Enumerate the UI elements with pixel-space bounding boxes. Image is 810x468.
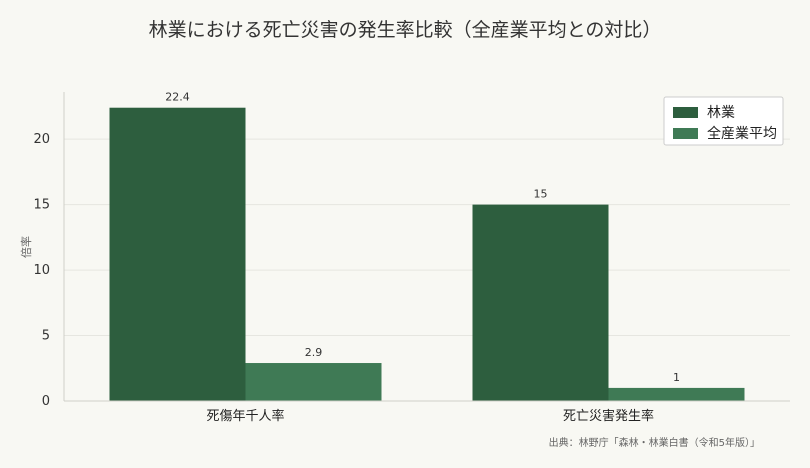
y-axis-label: 倍率: [19, 236, 33, 258]
bar: [109, 107, 246, 402]
bar: [472, 204, 609, 401]
bar: [608, 387, 745, 401]
y-tick-label: 10: [33, 263, 50, 278]
data-label: 1: [673, 371, 680, 384]
data-label: 15: [534, 188, 548, 201]
data-label: 2.9: [305, 346, 323, 359]
bar: [245, 363, 382, 401]
y-tick-label: 15: [33, 198, 50, 213]
x-tick-label: 死亡災害発生率: [563, 408, 654, 424]
legend-swatch: [673, 107, 698, 118]
y-tick-label: 5: [42, 329, 50, 344]
y-tick-label: 0: [42, 394, 50, 409]
y-tick-label: 20: [33, 132, 50, 147]
x-tick-label: 死傷年千人率: [206, 408, 284, 424]
data-label: 22.4: [165, 91, 190, 104]
legend-swatch: [673, 128, 698, 139]
legend-label: 林業: [707, 105, 735, 121]
chart-title: 林業における死亡災害の発生率比較（全産業平均との対比）: [149, 19, 662, 41]
axes: 0 5 10 15 20 死傷年千人率 死亡災害発生率: [33, 92, 790, 424]
data-labels: 22.4 2.9 15 1: [165, 91, 680, 384]
source-note: 出典：林野庁「森林・林業白書（令和5年版）」: [549, 436, 760, 449]
bars: [109, 107, 745, 402]
legend-label: 全産業平均: [707, 125, 777, 142]
